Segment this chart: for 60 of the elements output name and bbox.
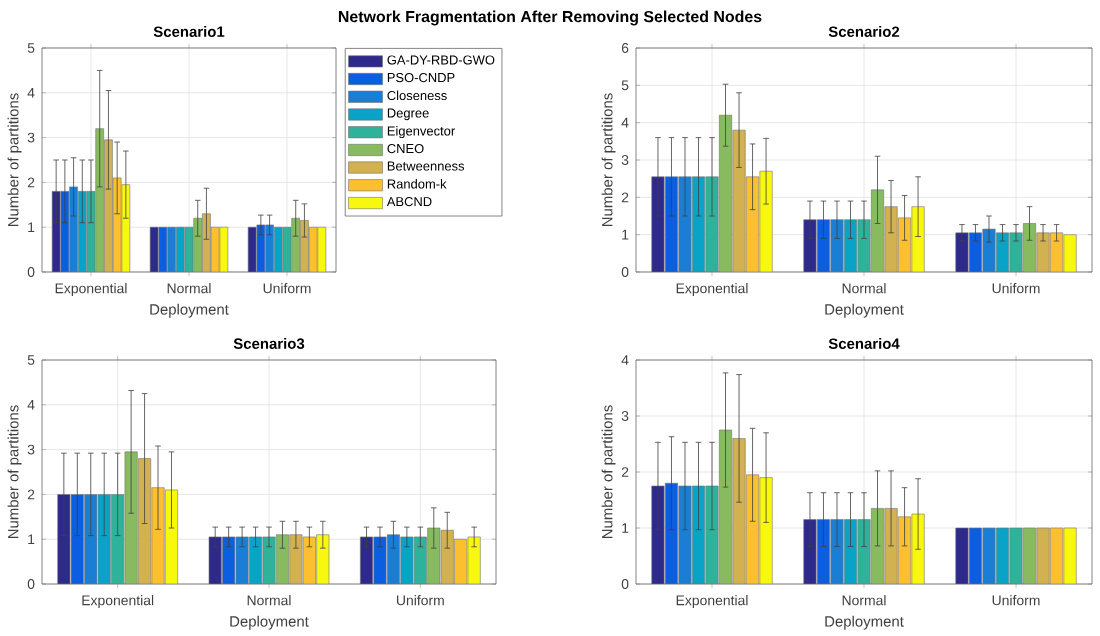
bar <box>275 534 289 584</box>
bar <box>664 482 678 584</box>
bar <box>746 474 760 584</box>
bar <box>77 191 87 272</box>
bar <box>360 536 374 584</box>
bar <box>97 494 111 584</box>
bar <box>1036 527 1050 584</box>
bar <box>691 485 706 584</box>
bar <box>759 477 773 584</box>
bar <box>719 429 733 584</box>
bar <box>164 489 178 584</box>
bar <box>51 191 61 272</box>
bar <box>732 129 746 272</box>
bar <box>386 534 400 584</box>
bar <box>816 519 830 584</box>
bar <box>235 536 249 584</box>
bar <box>262 536 276 584</box>
bar <box>95 128 105 272</box>
bar <box>803 519 817 584</box>
bar <box>691 176 706 272</box>
bar <box>249 536 263 584</box>
bar <box>467 536 481 584</box>
bar <box>1063 527 1077 584</box>
bar <box>413 536 427 584</box>
bar <box>884 206 898 272</box>
bar <box>291 217 301 272</box>
bar <box>955 527 969 584</box>
bar <box>719 114 733 272</box>
bar <box>289 534 303 584</box>
bar <box>830 519 844 584</box>
bar <box>400 536 414 584</box>
bar <box>995 232 1010 272</box>
bar <box>373 536 387 584</box>
bar <box>1009 527 1023 584</box>
bar <box>843 519 858 584</box>
bar <box>857 519 871 584</box>
bar <box>440 529 454 584</box>
bar <box>208 536 222 584</box>
bar <box>911 513 925 584</box>
bar <box>302 536 316 584</box>
bar <box>222 536 236 584</box>
bar <box>84 494 98 584</box>
bar <box>871 508 885 584</box>
bar <box>705 485 719 584</box>
bar <box>57 494 71 584</box>
bar <box>1036 232 1050 272</box>
bar <box>316 534 330 584</box>
bar <box>871 189 885 272</box>
bar <box>124 451 138 584</box>
bar <box>678 485 692 584</box>
bar <box>427 527 441 584</box>
bar <box>898 516 912 584</box>
bar <box>121 184 131 272</box>
bar <box>111 494 125 584</box>
bar <box>193 217 203 272</box>
bar <box>843 219 858 272</box>
bar <box>70 494 84 584</box>
bar <box>982 527 996 584</box>
bar <box>651 485 665 584</box>
bar <box>1023 223 1037 272</box>
